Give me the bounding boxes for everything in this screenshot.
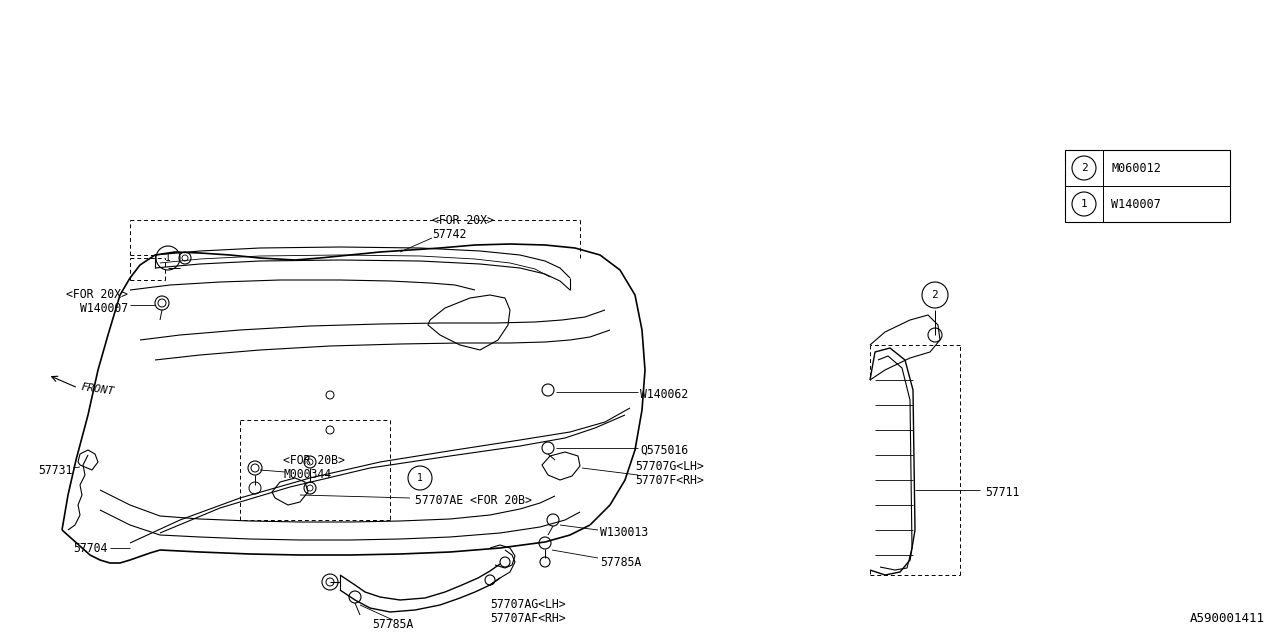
Text: 1: 1 xyxy=(1080,199,1088,209)
Text: 57707G<LH>: 57707G<LH> xyxy=(635,461,704,474)
Text: 57731: 57731 xyxy=(38,463,73,477)
Text: 57707AG<LH>: 57707AG<LH> xyxy=(490,598,566,611)
Bar xyxy=(1065,150,1230,222)
Text: 57742: 57742 xyxy=(433,228,466,241)
Text: 57707AF<RH>: 57707AF<RH> xyxy=(490,611,566,625)
Text: <FOR 20B>: <FOR 20B> xyxy=(283,454,344,467)
Text: 57704: 57704 xyxy=(74,541,108,554)
Text: W140062: W140062 xyxy=(640,387,689,401)
Text: M000344: M000344 xyxy=(283,467,332,481)
Circle shape xyxy=(307,459,314,465)
Circle shape xyxy=(182,255,188,261)
Text: 1: 1 xyxy=(165,253,172,263)
Text: 2: 2 xyxy=(932,290,938,300)
Text: 57711: 57711 xyxy=(986,486,1019,499)
Text: 57785A: 57785A xyxy=(372,618,413,632)
Text: A590001411: A590001411 xyxy=(1190,612,1265,625)
Text: <FOR 20X>: <FOR 20X> xyxy=(67,289,128,301)
Text: 57707F<RH>: 57707F<RH> xyxy=(635,474,704,486)
Text: W140007: W140007 xyxy=(1111,198,1161,211)
Circle shape xyxy=(157,299,166,307)
Circle shape xyxy=(251,464,259,472)
Text: FRONT: FRONT xyxy=(79,382,115,397)
Text: <FOR 20X>: <FOR 20X> xyxy=(433,214,494,227)
Text: W140007: W140007 xyxy=(79,301,128,314)
Text: 57707AE <FOR 20B>: 57707AE <FOR 20B> xyxy=(415,493,532,506)
Text: Q575016: Q575016 xyxy=(640,444,689,456)
Text: 1: 1 xyxy=(417,473,422,483)
Text: M060012: M060012 xyxy=(1111,161,1161,175)
Circle shape xyxy=(307,485,314,491)
Text: 2: 2 xyxy=(1080,163,1088,173)
Text: 57785A: 57785A xyxy=(600,556,641,568)
Text: W130013: W130013 xyxy=(600,525,648,538)
Circle shape xyxy=(326,578,334,586)
